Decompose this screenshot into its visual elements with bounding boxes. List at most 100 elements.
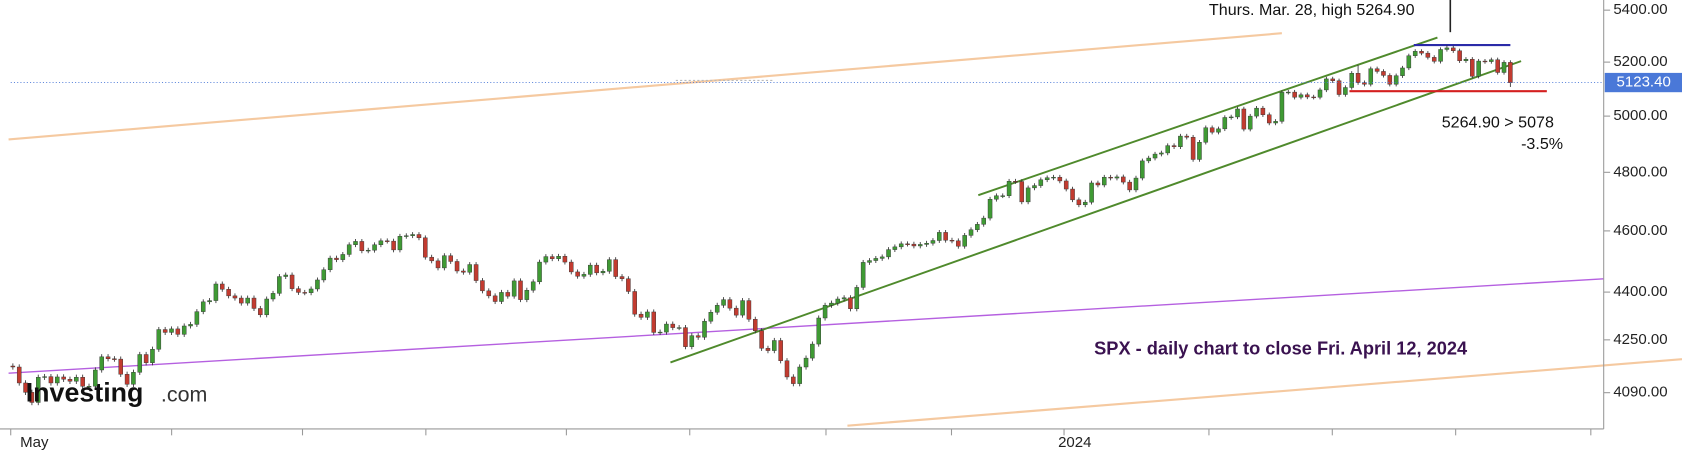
- candle-body: [296, 288, 301, 293]
- candle-body: [346, 244, 352, 255]
- watermark: .com: [161, 382, 207, 406]
- y-tick-label: 4250.00: [1613, 331, 1667, 348]
- candle-body: [803, 357, 809, 368]
- candle-body: [1222, 117, 1228, 130]
- candle-body: [873, 258, 879, 261]
- candle-body: [1082, 201, 1088, 206]
- candle-body: [657, 331, 663, 334]
- candle-body: [308, 288, 314, 293]
- candle-body: [619, 276, 625, 279]
- candle-body: [1508, 62, 1513, 83]
- candle-body: [1241, 108, 1247, 130]
- candle-body: [607, 259, 612, 272]
- candle-body: [1444, 47, 1450, 50]
- x-tick-label: 2024: [1058, 434, 1091, 451]
- candle-body: [569, 261, 574, 273]
- candle-body: [975, 224, 980, 230]
- candle-body: [1159, 152, 1164, 155]
- candle-body: [220, 283, 225, 290]
- candle-body: [207, 300, 212, 303]
- candle-body: [499, 292, 504, 302]
- candle-body: [511, 280, 517, 297]
- candle-body: [791, 376, 796, 384]
- candle-body: [1247, 115, 1253, 130]
- candle-body: [67, 379, 73, 382]
- candle-body: [892, 246, 898, 250]
- candle-body: [1273, 121, 1278, 124]
- candle-body: [251, 297, 257, 309]
- candle-body: [765, 348, 771, 351]
- watermark: Investing: [26, 378, 144, 408]
- candle-body: [784, 360, 790, 378]
- candle-body: [645, 311, 650, 318]
- candle-body: [1381, 71, 1386, 76]
- candle-body: [245, 297, 250, 304]
- candle-body: [1032, 185, 1037, 189]
- candle-body: [962, 235, 967, 247]
- candle-body: [1463, 58, 1469, 62]
- candle-body: [1305, 94, 1310, 98]
- candle-body: [1476, 60, 1481, 77]
- candle-body: [372, 244, 377, 251]
- candle-body: [930, 240, 936, 244]
- candle-body: [1121, 176, 1126, 183]
- candle-body: [353, 241, 358, 245]
- candle-body: [1470, 58, 1475, 77]
- last-price-box: [1604, 72, 1682, 93]
- candle-body: [581, 274, 587, 277]
- candle-body: [1495, 59, 1500, 73]
- candle-body: [1349, 73, 1354, 88]
- candle-body: [689, 335, 695, 347]
- candle-body: [1000, 195, 1005, 197]
- candle-body: [270, 293, 276, 300]
- candle-body: [816, 317, 821, 345]
- candle-body: [968, 229, 974, 236]
- candle-body: [80, 377, 85, 387]
- candle-body: [1501, 62, 1507, 73]
- candle-body: [740, 300, 745, 316]
- candle-body: [162, 329, 168, 333]
- candle-body: [1457, 50, 1462, 62]
- candle-body: [778, 340, 783, 361]
- candle-body: [492, 295, 498, 302]
- candle-body: [524, 290, 530, 300]
- candle-body: [918, 244, 923, 247]
- candle-body: [61, 376, 66, 380]
- candle-body: [1089, 182, 1094, 203]
- candle-body: [188, 324, 193, 327]
- candle-body: [1165, 145, 1170, 154]
- candle-body: [1070, 188, 1075, 201]
- candle-body: [676, 327, 682, 329]
- candle-body: [378, 240, 384, 245]
- candle-body: [1343, 87, 1348, 95]
- candle-body: [702, 320, 707, 338]
- candle-body: [575, 271, 580, 277]
- candle-body: [1431, 57, 1437, 62]
- candle-body: [1362, 82, 1367, 85]
- candle-body: [632, 291, 637, 315]
- candle-body: [797, 366, 802, 384]
- candle-body: [772, 340, 777, 351]
- candle-body: [886, 249, 891, 258]
- y-tick-label: 5400.00: [1613, 1, 1667, 18]
- candle-body: [727, 299, 733, 309]
- y-tick-label: 4090.00: [1613, 384, 1667, 401]
- candle-body: [169, 328, 174, 333]
- candle-body: [118, 358, 123, 375]
- candle-body: [404, 235, 409, 237]
- candle-body: [36, 377, 41, 403]
- candle-body: [1063, 180, 1069, 190]
- y-tick-label: 4800.00: [1613, 163, 1667, 180]
- candle-body: [277, 276, 282, 294]
- candle-body: [1146, 157, 1151, 162]
- candle-body: [334, 257, 339, 260]
- candle-body: [486, 290, 492, 297]
- candle-body: [1368, 68, 1374, 85]
- candle-body: [822, 305, 828, 319]
- candle-body: [29, 392, 35, 403]
- candle-body: [289, 274, 295, 289]
- candle-body: [1266, 114, 1272, 124]
- candle-body: [258, 308, 263, 316]
- candle-body: [746, 300, 752, 320]
- candle-body: [1127, 181, 1132, 191]
